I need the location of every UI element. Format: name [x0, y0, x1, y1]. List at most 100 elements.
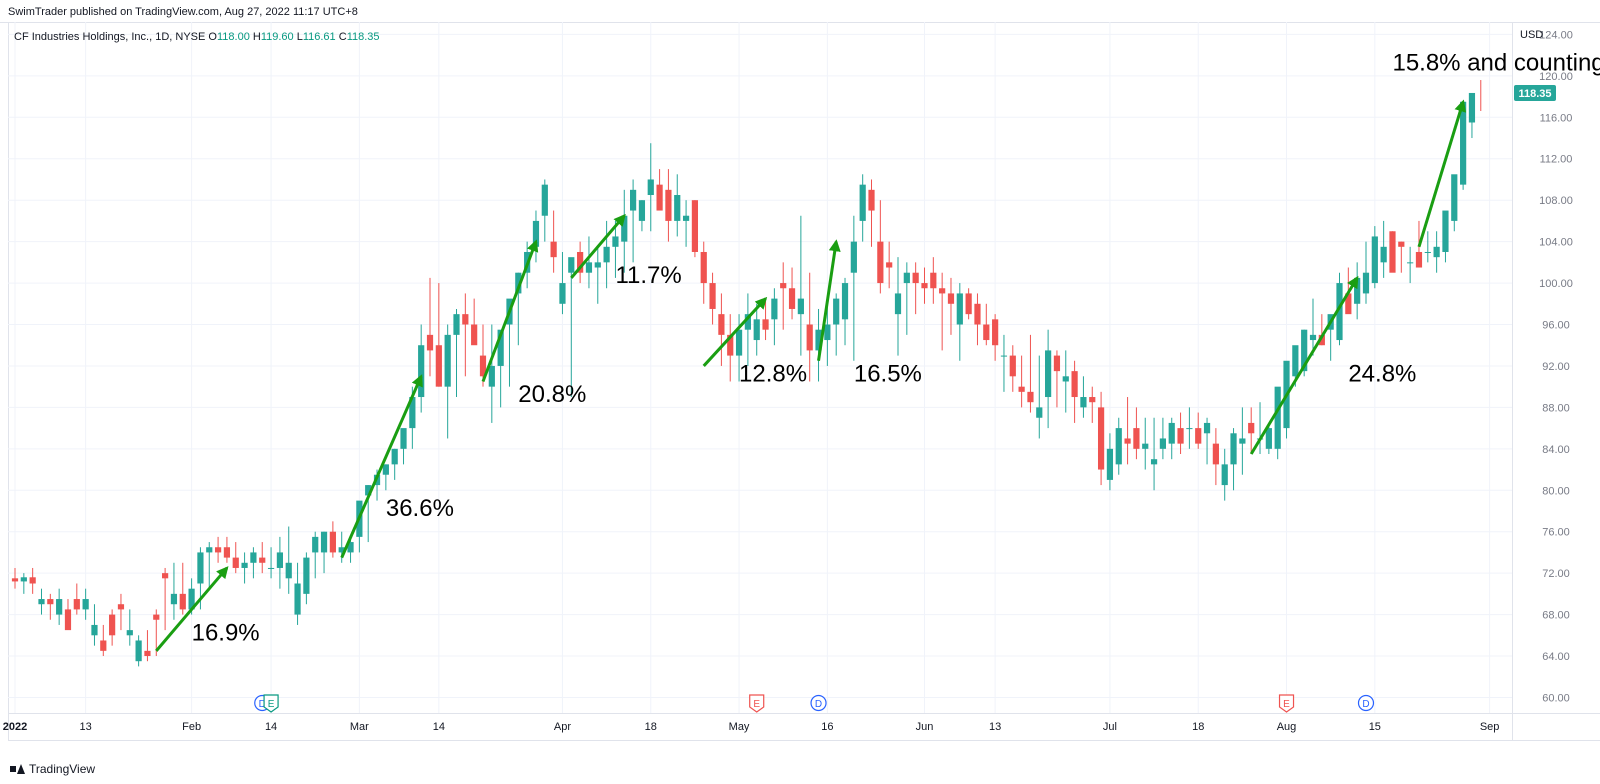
candle-body — [532, 220, 540, 247]
candle-body — [11, 578, 19, 582]
candle-body — [1371, 236, 1378, 284]
candle-body — [1097, 407, 1105, 470]
candle-body — [894, 293, 902, 315]
price-tick-label: 88.00 — [1542, 402, 1570, 414]
event-letter: D — [1362, 699, 1369, 710]
date-tick-label: 2022 — [3, 721, 27, 733]
candle-body — [1230, 433, 1237, 465]
candle-body — [921, 283, 928, 289]
candle-body — [1018, 386, 1025, 392]
candle-body — [1362, 272, 1370, 294]
candle-body — [1424, 251, 1431, 253]
candle-body — [709, 283, 716, 309]
candle-body — [1115, 428, 1122, 465]
candle-body — [453, 314, 460, 335]
date-tick-label: 14 — [265, 721, 277, 733]
candle-body — [259, 557, 266, 563]
low-label: L — [296, 31, 303, 43]
candle-body — [1106, 448, 1114, 480]
candle-body — [674, 195, 681, 221]
candle-body — [1460, 101, 1467, 185]
candle-body — [365, 485, 372, 496]
candle-body — [479, 355, 487, 377]
candle-body — [320, 531, 328, 553]
symbol-name: CF Industries Holdings, Inc., 1D, NYSE — [14, 31, 206, 43]
earnings-event-icon — [749, 694, 765, 713]
candle-body — [1071, 371, 1078, 398]
candle-body — [1133, 428, 1140, 449]
date-tick-label: May — [729, 721, 750, 733]
date-tick-label: Jul — [1103, 721, 1117, 733]
candle-body — [1274, 386, 1281, 449]
candle-body — [91, 624, 98, 636]
candle-body — [647, 179, 654, 196]
candle-body — [223, 547, 231, 558]
price-tick-label: 96.00 — [1542, 320, 1570, 332]
candle-body — [1318, 334, 1325, 346]
candle-body — [939, 288, 946, 294]
candle-body — [73, 599, 80, 610]
candle-body — [656, 184, 663, 211]
currency-label: USD — [1520, 29, 1543, 41]
candle-body — [1292, 345, 1299, 377]
candle-body — [117, 604, 125, 610]
candle-body — [153, 614, 160, 620]
price-tick-label: 72.00 — [1542, 568, 1570, 580]
price-tick-label: 68.00 — [1542, 610, 1570, 622]
candle-body — [1433, 246, 1440, 258]
date-tick-label: 14 — [433, 721, 445, 733]
open-label: O — [208, 31, 217, 43]
high-label: H — [252, 31, 261, 43]
candle-body — [665, 189, 672, 221]
candle-body — [1036, 407, 1043, 418]
annotation-arrow — [1417, 99, 1467, 248]
candle-body — [903, 272, 910, 284]
candle-body — [471, 324, 478, 346]
event-letter: E — [1283, 699, 1290, 710]
candle-body — [850, 241, 857, 273]
candle-body — [197, 552, 204, 584]
candle-body — [1168, 422, 1175, 444]
candle-body — [162, 573, 169, 579]
candle-body — [214, 547, 222, 553]
date-tick-label: 18 — [1192, 721, 1204, 733]
price-tick-label: 80.00 — [1542, 485, 1570, 497]
price-tick-label: 64.00 — [1542, 651, 1570, 663]
candle-body — [462, 314, 469, 325]
candle-body — [135, 640, 142, 662]
candle-body — [312, 536, 319, 553]
candle-body — [1000, 355, 1008, 357]
annotation-arrow — [570, 213, 626, 279]
annotation-arrow — [481, 239, 539, 383]
candle-body — [232, 557, 239, 568]
candle-body — [109, 614, 116, 636]
candle-body — [206, 547, 213, 553]
annotation-arrow — [1249, 275, 1359, 455]
candle-body — [409, 397, 416, 429]
candle-body — [1380, 246, 1387, 263]
low-value: 116.61 — [302, 31, 336, 43]
annotation-label: 20.8% — [518, 381, 586, 408]
candle-body — [841, 283, 849, 320]
earnings-event-icon — [1278, 694, 1295, 713]
candle-body — [577, 251, 584, 273]
candle-body — [47, 599, 54, 605]
dividend-event-icon — [810, 694, 827, 712]
candle-body — [638, 200, 646, 221]
candle-body — [188, 588, 195, 610]
candle-body — [1442, 210, 1449, 252]
candle-body — [1045, 350, 1052, 398]
candle-body — [241, 562, 248, 568]
close-value: 118.35 — [346, 31, 380, 43]
annotation-label: 16.9% — [192, 619, 260, 646]
annotation-label: 12.8% — [739, 360, 807, 387]
candle-body — [815, 329, 822, 351]
price-tick-label: 124.00 — [1539, 29, 1573, 41]
tradingview-brand[interactable]: TradingView — [10, 762, 95, 776]
candle-body — [1336, 283, 1343, 341]
brand-text: TradingView — [29, 762, 96, 776]
last-price-label: 118.35 — [1518, 88, 1551, 100]
candle-body — [170, 593, 178, 605]
candle-body — [1451, 174, 1458, 221]
